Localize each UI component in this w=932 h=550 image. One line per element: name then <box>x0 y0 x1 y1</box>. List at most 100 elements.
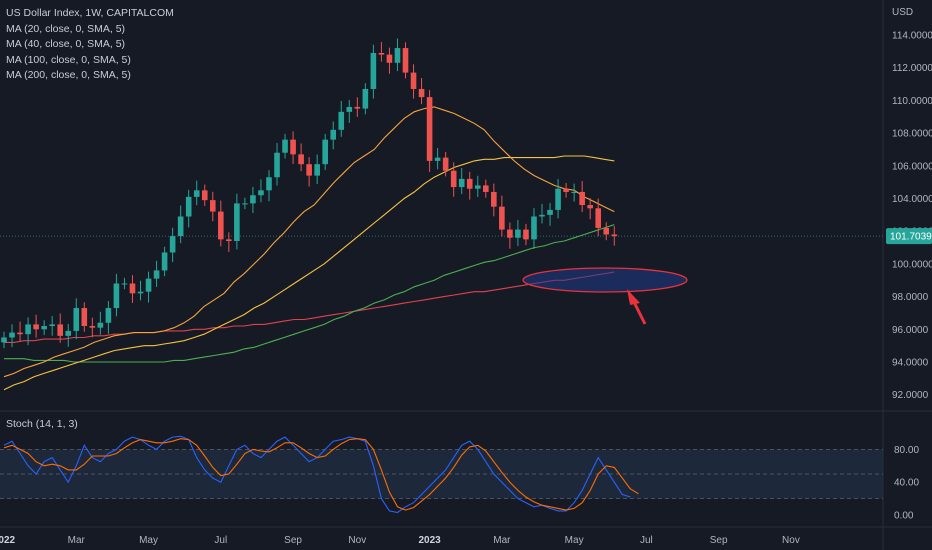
candle-body <box>603 227 610 235</box>
time-tick-label: Sep <box>284 535 302 546</box>
candle-body <box>434 157 441 161</box>
candle-body <box>330 129 337 140</box>
time-tick-label: May <box>565 535 584 546</box>
time-tick-label: Jul <box>640 535 653 546</box>
candle-body <box>145 278 152 292</box>
time-tick-label: May <box>139 535 158 546</box>
candle-body <box>314 164 320 176</box>
candle-body <box>507 229 513 238</box>
time-tick-label: Mar <box>493 535 511 546</box>
candle-body <box>218 211 224 240</box>
candle-body <box>193 190 200 197</box>
price-tick-label: 112.0000 <box>892 63 932 74</box>
legend-ma200[interactable]: MA (200, close, 0, SMA, 5) <box>6 69 131 81</box>
stoch-tick-label: 0.00 <box>894 511 914 522</box>
candle-body <box>611 234 618 237</box>
legend-title: US Dollar Index, 1W, CAPITALCOM <box>6 7 174 19</box>
candle-body <box>49 324 55 327</box>
candle-body <box>137 291 144 294</box>
annotation-group <box>522 267 688 325</box>
price-tick-label: 110.0000 <box>892 96 932 107</box>
candle-body <box>483 185 489 192</box>
price-tick-label: 98.0000 <box>892 292 929 303</box>
candle-body <box>274 152 280 178</box>
candle-body <box>466 178 473 189</box>
candle-body <box>258 190 264 196</box>
stochastic-legend[interactable]: Stoch (14, 1, 3) <box>6 418 78 430</box>
candle-body <box>250 195 256 204</box>
candle-body <box>33 324 39 330</box>
candle-body <box>539 214 545 217</box>
candle-body <box>25 324 31 335</box>
stoch-tick-label: 80.00 <box>894 445 919 456</box>
candle-body <box>523 229 529 240</box>
time-tick-label: 2022 <box>0 535 16 546</box>
last-price-badge-text: 101.7039 <box>890 232 932 243</box>
candle-body <box>394 48 401 63</box>
legend-ma40[interactable]: MA (40, close, 0, SMA, 5) <box>6 38 126 50</box>
candle-body <box>1 337 7 343</box>
candle-body <box>161 252 168 271</box>
stoch-d-line <box>3 438 639 511</box>
candle-body <box>105 308 112 323</box>
currency-label: USD <box>892 7 913 18</box>
candle-body <box>129 283 136 294</box>
candle-body <box>370 52 377 89</box>
candle-body <box>418 88 425 98</box>
target-zone-ellipse <box>522 267 688 293</box>
candle-body <box>282 139 288 153</box>
candle-body <box>113 283 120 309</box>
time-tick-label: Nov <box>348 535 366 546</box>
candle-body <box>499 206 505 230</box>
legend-ma100[interactable]: MA (100, close, 0, SMA, 5) <box>6 53 131 66</box>
ma40-line <box>3 155 615 391</box>
candle-body <box>563 188 569 192</box>
candle-body <box>41 326 47 330</box>
chart-legend: US Dollar Index, 1W, CAPITALCOM MA (20, … <box>6 6 174 84</box>
annotation-arrow-head <box>627 289 640 305</box>
candle-body <box>354 106 361 109</box>
candle-body <box>65 330 72 336</box>
stochastic-pane <box>3 435 639 514</box>
candle-body <box>322 139 328 165</box>
time-tick-label: Nov <box>782 535 800 546</box>
candle-body <box>306 164 312 176</box>
candle-body <box>571 191 577 193</box>
candle-body <box>266 177 272 191</box>
candle-body <box>410 72 417 89</box>
price-badge-group: 101.7039 <box>886 228 932 245</box>
price-tick-label: 104.0000 <box>892 194 932 205</box>
candle-body <box>595 208 602 228</box>
ma20-line <box>3 106 615 378</box>
time-tick-label: Jul <box>214 535 227 546</box>
candle-body <box>73 308 80 331</box>
price-axis[interactable]: 114.0000 112.0000 110.0000 108.0000 106.0000… <box>892 31 932 522</box>
candle-body <box>386 54 393 63</box>
price-tick-label: 106.0000 <box>892 161 932 172</box>
candle-body <box>346 106 353 112</box>
candle-body <box>57 324 64 336</box>
candle-body <box>81 308 88 327</box>
candle-body <box>458 178 465 188</box>
candle-body <box>587 205 593 209</box>
last-price-badge <box>886 228 932 245</box>
price-tick-label: 108.0000 <box>892 129 932 140</box>
candle-body <box>547 209 553 215</box>
candle-body <box>226 239 232 242</box>
candle-body <box>121 283 128 285</box>
candle-body <box>242 203 248 205</box>
candle-body <box>185 196 192 217</box>
price-tick-label: 94.0000 <box>892 358 929 369</box>
price-tick-label: 114.0000 <box>892 31 932 42</box>
legend-ma20[interactable]: MA (20, close, 0, SMA, 5) <box>6 22 126 35</box>
price-tick-label: 100.0000 <box>892 259 932 270</box>
candle-body <box>579 191 585 206</box>
time-axis[interactable]: 2022 Mar May Jul Sep Nov 2023 Mar May Jul Sep Nov <box>0 535 800 546</box>
stoch-tick-label: 40.00 <box>894 478 919 489</box>
candle-body <box>474 185 481 189</box>
time-tick-label: Sep <box>710 535 728 546</box>
candle-body <box>153 270 160 279</box>
candle-body <box>402 48 409 73</box>
candle-body <box>555 188 561 210</box>
